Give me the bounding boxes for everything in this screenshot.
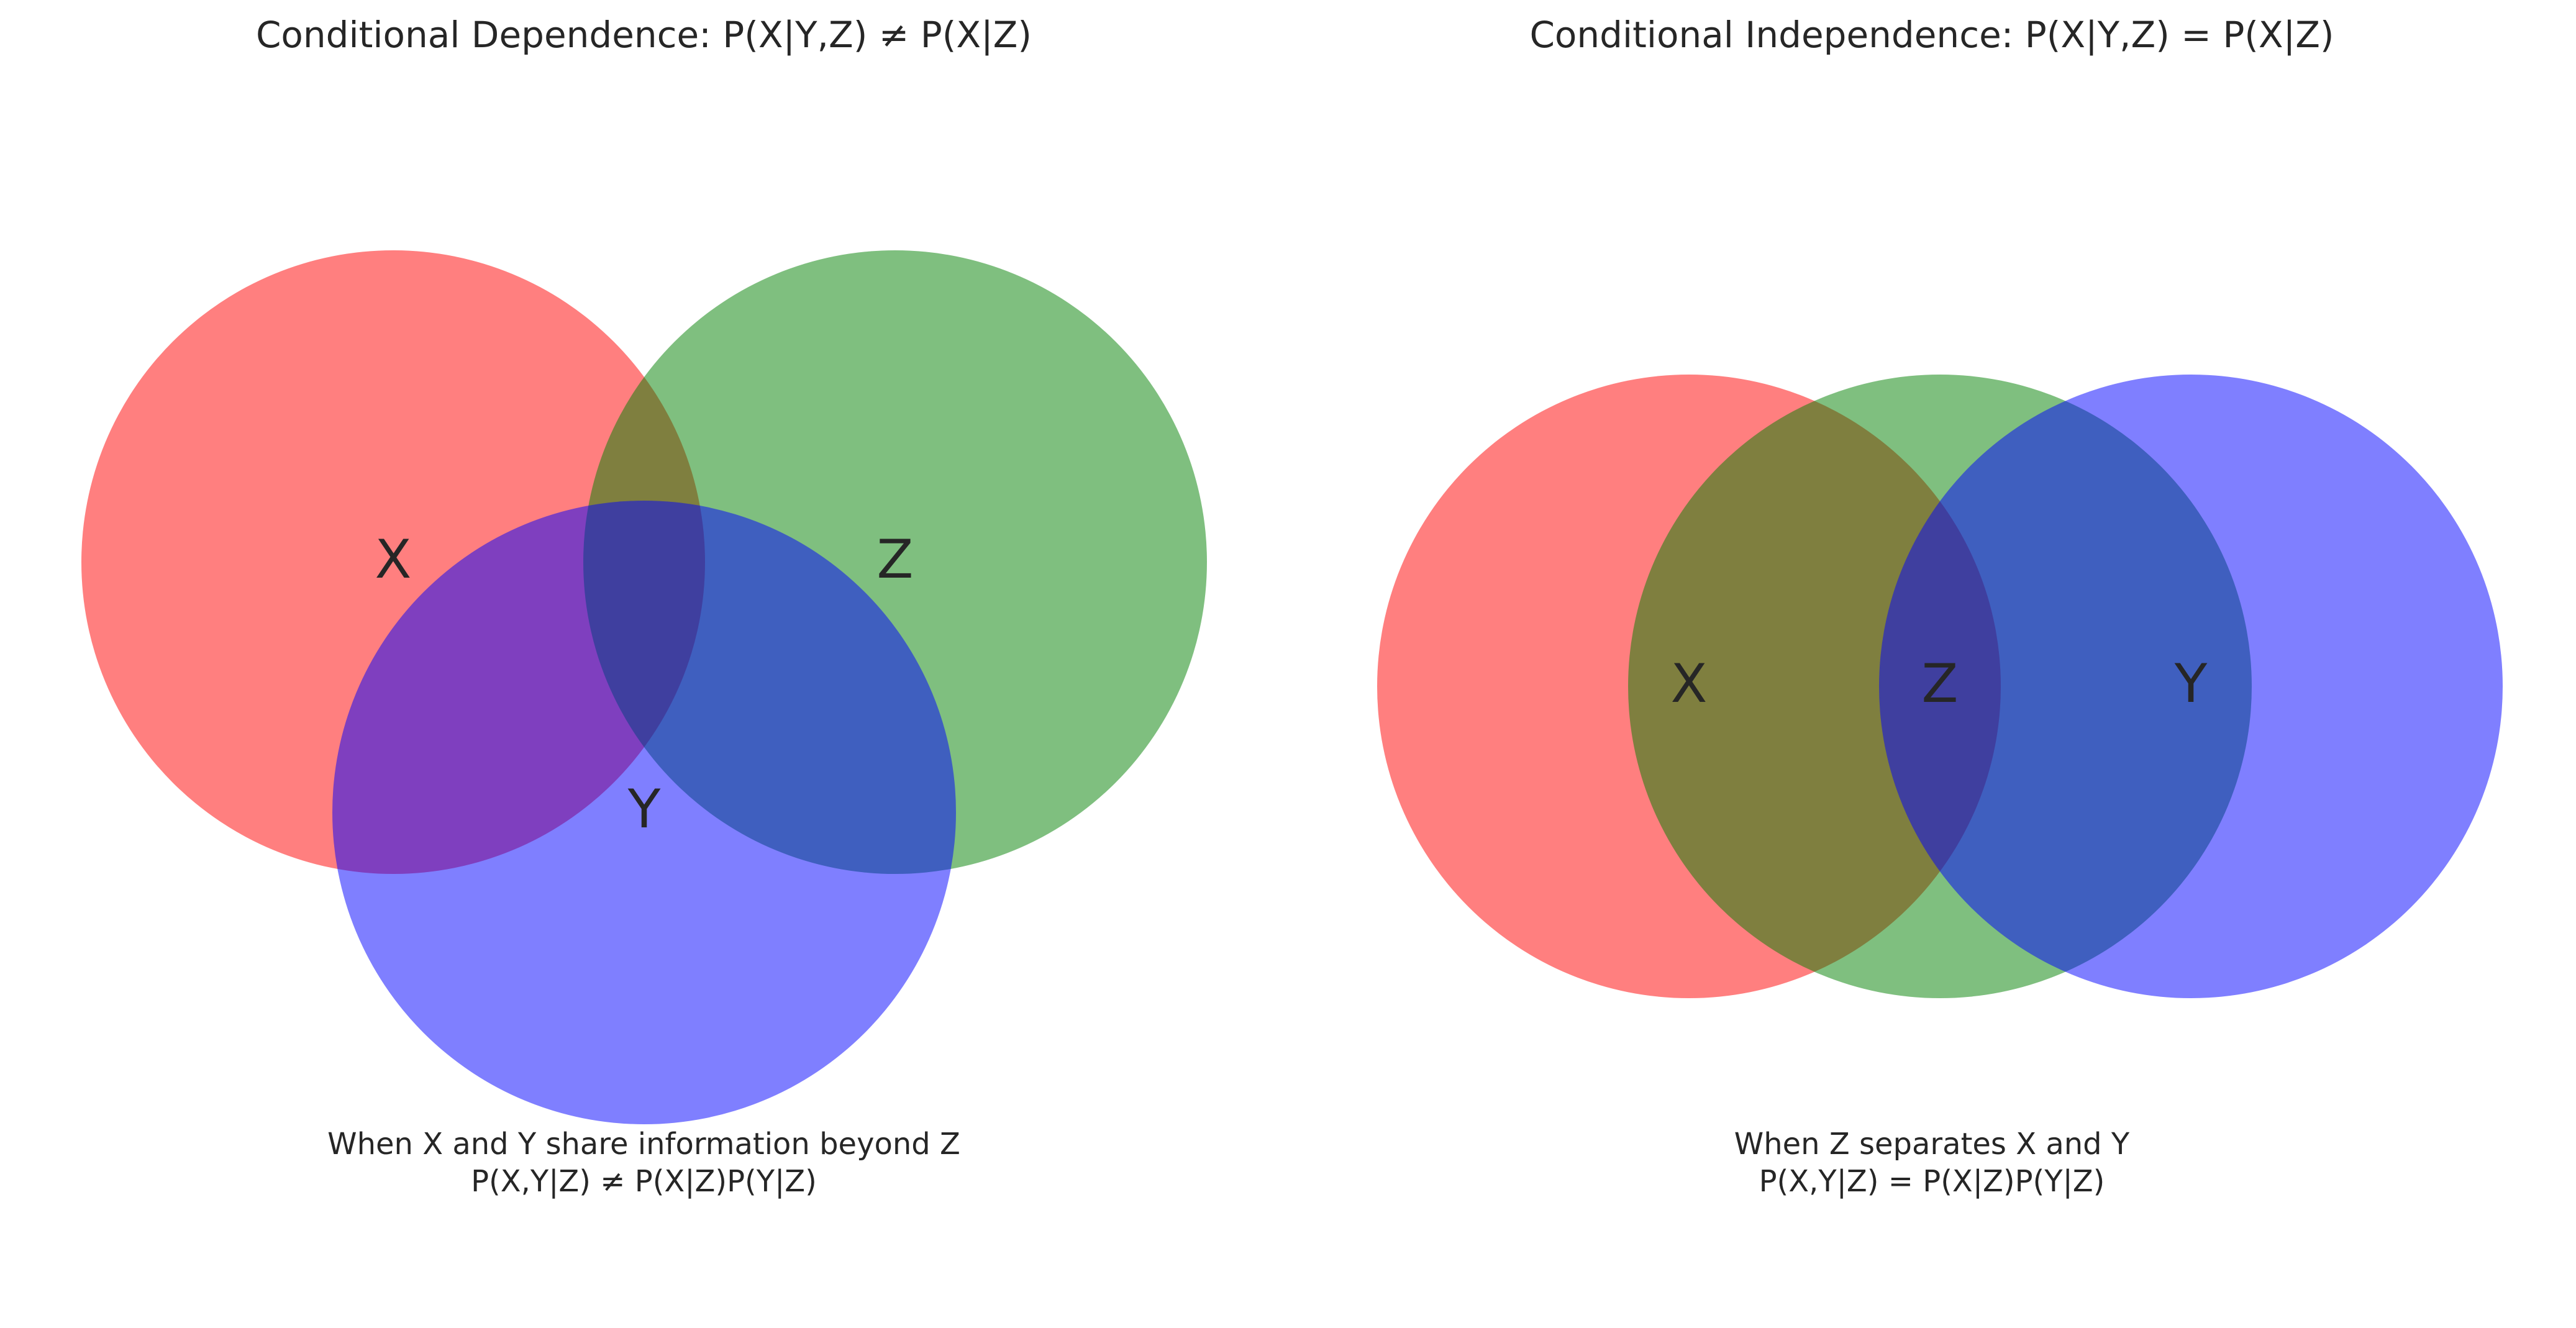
label-x: X bbox=[375, 529, 412, 591]
label-x: X bbox=[1671, 653, 1708, 715]
circle-y bbox=[332, 501, 956, 1124]
dependence-panel: Conditional Dependence: P(X|Y,Z) ≠ P(X|Z… bbox=[0, 14, 1288, 1200]
independence-caption-line2: P(X,Y|Z) = P(X|Z)P(Y|Z) bbox=[1759, 1164, 2105, 1199]
circle-y bbox=[1879, 375, 2503, 998]
dependence-title: Conditional Dependence: P(X|Y,Z) ≠ P(X|Z… bbox=[255, 14, 1032, 56]
independence-panel: Conditional Independence: P(X|Y,Z) = P(X… bbox=[1288, 0, 2576, 1328]
label-y: Y bbox=[627, 778, 661, 840]
dependence-caption-line1: When X and Y share information beyond Z bbox=[327, 1127, 960, 1162]
dependence-caption: When X and Y share information beyond Z … bbox=[0, 1126, 1288, 1200]
dependence-caption-line2: P(X,Y|Z) ≠ P(X|Z)P(Y|Z) bbox=[471, 1164, 817, 1199]
label-y: Y bbox=[2174, 653, 2208, 715]
dependence-venn-diagram: X Z Y bbox=[81, 250, 1207, 1124]
label-z: Z bbox=[1922, 653, 1959, 715]
label-z: Z bbox=[877, 529, 914, 591]
independence-caption-line1: When Z separates X and Y bbox=[1734, 1127, 2130, 1162]
independence-venn-diagram: X Z Y bbox=[1377, 375, 2503, 998]
independence-title: Conditional Independence: P(X|Y,Z) = P(X… bbox=[1529, 14, 2334, 56]
independence-caption: When Z separates X and Y P(X,Y|Z) = P(X|… bbox=[1288, 1126, 2576, 1200]
